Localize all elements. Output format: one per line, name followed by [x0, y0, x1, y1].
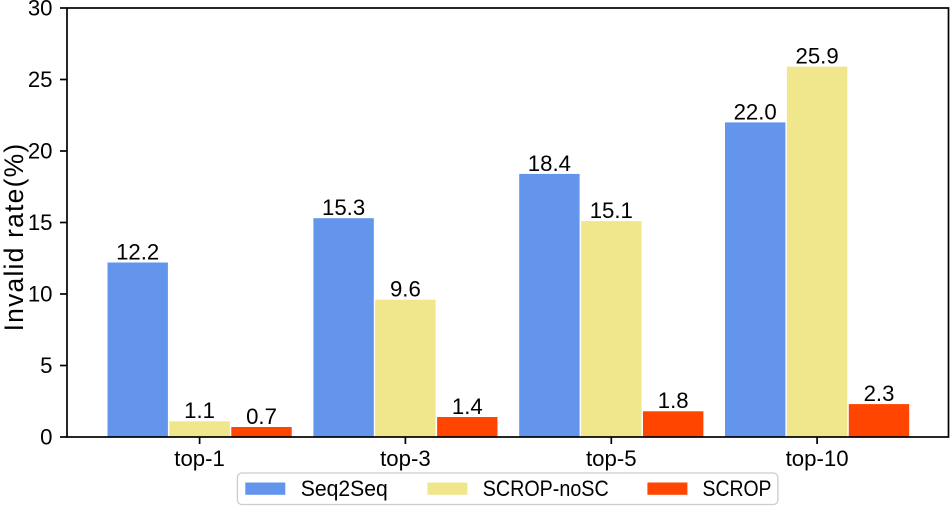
svg-text:top-1: top-1: [174, 446, 225, 471]
svg-text:top-3: top-3: [380, 446, 431, 471]
svg-text:12.2: 12.2: [116, 239, 159, 264]
svg-text:5: 5: [40, 353, 52, 378]
svg-text:9.6: 9.6: [390, 277, 421, 302]
svg-text:top-5: top-5: [586, 446, 637, 471]
svg-text:1.4: 1.4: [452, 394, 483, 419]
svg-text:30: 30: [28, 0, 53, 21]
svg-text:25.9: 25.9: [796, 44, 839, 69]
svg-text:25: 25: [28, 67, 53, 92]
svg-text:Seq2Seq: Seq2Seq: [301, 476, 388, 501]
svg-text:top-10: top-10: [786, 446, 849, 471]
svg-text:1.8: 1.8: [658, 388, 689, 413]
svg-text:18.4: 18.4: [528, 151, 571, 176]
svg-text:Invalid rate(%): Invalid rate(%): [0, 143, 29, 332]
svg-text:1.1: 1.1: [184, 398, 215, 423]
svg-text:15.3: 15.3: [322, 195, 365, 220]
svg-text:0: 0: [40, 425, 52, 450]
svg-text:0.7: 0.7: [246, 404, 277, 429]
svg-text:22.0: 22.0: [734, 99, 777, 124]
svg-text:15.1: 15.1: [590, 198, 633, 223]
svg-text:2.3: 2.3: [864, 381, 895, 406]
svg-text:SCROP-noSC: SCROP-noSC: [483, 476, 609, 501]
svg-text:15: 15: [28, 210, 53, 235]
svg-text:10: 10: [28, 282, 53, 307]
svg-text:20: 20: [28, 139, 53, 164]
svg-text:SCROP: SCROP: [703, 476, 772, 501]
